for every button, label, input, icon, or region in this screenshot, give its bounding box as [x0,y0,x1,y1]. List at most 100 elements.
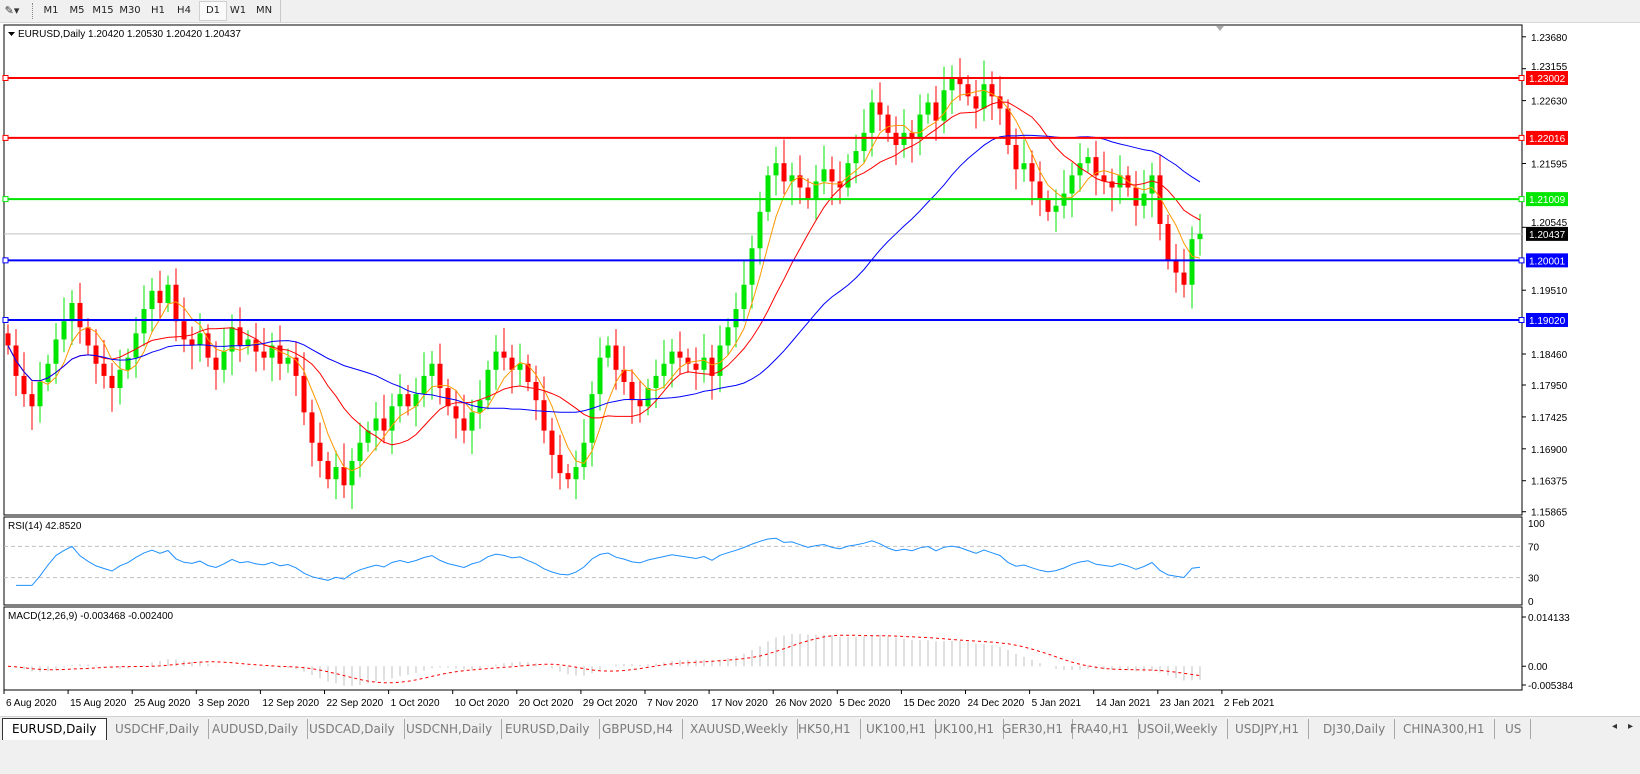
date-tick-label: 14 Jan 2021 [1096,698,1151,709]
timeframe-h4[interactable]: H4 [177,5,191,16]
toolbar-grip[interactable] [32,3,35,19]
candle-body [213,357,219,370]
timeframe-mn[interactable]: MN [255,5,273,16]
chart-tab[interactable]: XAUUSD,Weekly [681,719,798,739]
candle-body [805,187,811,200]
chart-tab[interactable]: GER30,H1 [993,719,1073,739]
candle-body [661,363,667,376]
rsi-header: RSI(14) 42.8520 [8,521,82,532]
candle-body [717,345,723,376]
candle-body [165,284,171,303]
scroll-left-icon[interactable]: ◂ [1612,721,1618,732]
candle-body [525,363,531,382]
chart-tab[interactable]: USDCNH,Daily [397,719,503,739]
chart-tab[interactable]: UK100,H1 [857,719,937,739]
price-tick-label: 1.23680 [1531,33,1568,44]
chart-shift-marker[interactable] [1216,26,1224,31]
candle-body [493,351,499,370]
candle-body [877,102,883,115]
line-handle[interactable] [2,257,9,264]
ma-fast-line [7,89,1201,472]
timeframe-toolbar: ✎▾ M1 M5 M15 M30 H1 H4 D1 W1 MN [0,0,1640,23]
rsi-tick-label: 70 [1528,542,1540,553]
chart-tab[interactable]: AUDUSD,Daily [203,719,309,739]
timeframe-d1[interactable]: D1 [199,1,227,21]
timeframe-m15[interactable]: M15 [92,5,114,16]
crosshair-draw-icon[interactable]: ✎▾ [4,4,20,17]
candle-body [53,339,59,364]
line-handle[interactable] [2,75,9,81]
price-tick-label: 1.15865 [1531,508,1568,519]
line-handle[interactable] [1518,316,1525,323]
candle-body [1029,163,1035,182]
chart-tab[interactable]: GBPUSD,H4 [593,719,683,739]
line-handle[interactable] [1518,196,1525,203]
macd-panel [3,606,1523,691]
candle-body [813,181,819,200]
candle-body [293,357,299,376]
candle-body [69,302,75,322]
chart-tab[interactable]: USDCHF,Daily [106,719,210,739]
chart-tab[interactable]: HK50,H1 [789,719,861,739]
timeframe-h1[interactable]: H1 [151,5,165,16]
candle-body [501,351,507,358]
candle-body [677,351,683,358]
candle-body [389,406,395,431]
price-tick-label: 1.16375 [1531,477,1568,488]
candle-body [973,96,979,109]
chart-tab[interactable]: CHINA300,H1 [1394,719,1495,739]
chart-tab[interactable]: USDJPY,H1 [1226,719,1309,739]
rsi-panel [3,516,1523,606]
price-tag [1526,253,1568,268]
date-tick-label: 24 Dec 2020 [968,698,1025,709]
candle-body [309,412,315,443]
line-handle[interactable] [2,196,9,203]
date-tick-label: 15 Dec 2020 [903,698,960,709]
candle-body [693,363,699,370]
candle-body [629,381,635,401]
date-tick-label: 20 Oct 2020 [519,698,574,709]
candle-body [1149,175,1155,194]
candle-body [1133,187,1139,206]
candle-body [933,102,939,121]
macd-signal-line [7,634,1201,684]
chart-tab[interactable]: US [1496,719,1532,739]
line-handle[interactable] [1518,75,1525,81]
timeframe-m1[interactable]: M1 [43,5,59,16]
candle-body [837,181,843,188]
price-tag-label: 1.23002 [1529,74,1566,85]
chart-tab[interactable]: DJ30,Daily [1314,719,1396,739]
timeframe-m5[interactable]: M5 [69,5,85,16]
line-handle[interactable] [2,134,9,141]
scroll-right-icon[interactable]: ▸ [1628,721,1634,732]
collapse-triangle-icon[interactable] [8,32,15,36]
candle-body [5,333,11,346]
chart-tab[interactable]: USDCAD,Daily [300,719,405,739]
candle-body [581,442,587,468]
line-handle[interactable] [1518,134,1525,141]
price-tag-label: 1.22016 [1529,134,1566,145]
candle-body [157,290,163,303]
candle-body [325,460,331,480]
chart-tab[interactable]: FRA40,H1 [1061,719,1139,739]
toolbar-divider [280,0,281,22]
candle-body [557,454,563,474]
candle-body [237,327,243,346]
candle-body [733,309,739,328]
candle-body [109,375,115,389]
line-handle[interactable] [2,316,9,323]
chart-window[interactable]: 1.23680 1.23155 1.22630 1.21595 1.20545 1.195… [0,22,1640,716]
chart-tab[interactable]: UK100,H1 [925,719,1005,739]
candle-body [541,400,547,431]
candle-body [141,309,147,334]
timeframe-w1[interactable]: W1 [229,5,247,16]
timeframe-m30[interactable]: M30 [119,5,141,16]
chart-tab[interactable]: EURUSD,Daily [2,718,107,741]
date-tick-label: 25 Aug 2020 [134,698,191,709]
candle-body [181,321,187,340]
line-handle[interactable] [1518,257,1525,264]
candle-body [1037,181,1043,200]
chart-tab[interactable]: EURUSD,Daily [496,719,600,739]
price-tick-label: 1.20545 [1531,218,1568,229]
chart-tab[interactable]: USOil,Weekly [1129,719,1228,739]
